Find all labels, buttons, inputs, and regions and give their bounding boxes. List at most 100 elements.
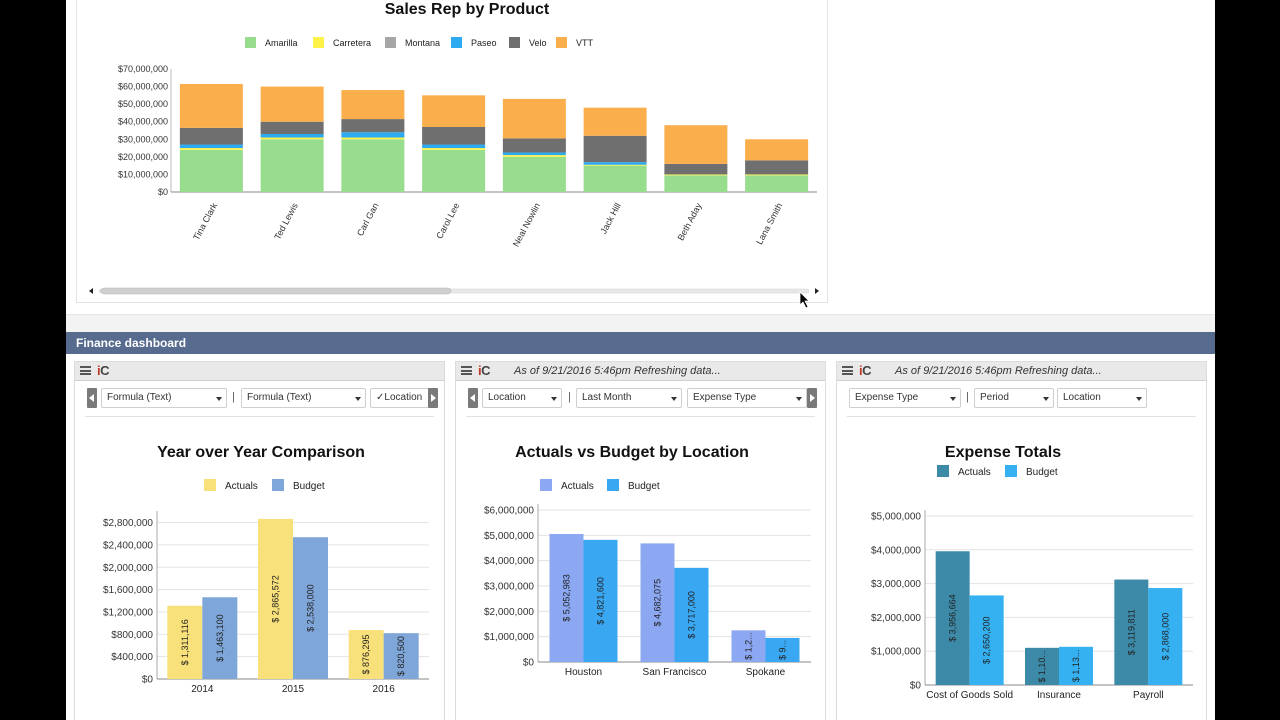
- legend-swatch[interactable]: [607, 479, 619, 491]
- legend-label[interactable]: Actuals: [958, 467, 991, 478]
- bar-segment[interactable]: [422, 126, 486, 145]
- bar-segment[interactable]: [502, 152, 566, 156]
- bar[interactable]: [549, 533, 584, 662]
- legend-swatch[interactable]: [556, 37, 567, 48]
- filter-dropdown[interactable]: Period: [974, 388, 1054, 408]
- bar-segment[interactable]: [664, 125, 728, 164]
- bar[interactable]: [1148, 588, 1183, 685]
- bar-segment[interactable]: [341, 90, 405, 120]
- legend-swatch[interactable]: [313, 37, 324, 48]
- bar[interactable]: [583, 539, 618, 662]
- legend-label[interactable]: Amarilla: [265, 38, 298, 48]
- bar-segment[interactable]: [583, 162, 647, 165]
- bar-segment[interactable]: [502, 156, 566, 192]
- bar[interactable]: [935, 551, 970, 685]
- bar-segment[interactable]: [745, 175, 809, 192]
- legend-swatch[interactable]: [385, 37, 396, 48]
- horizontal-scrollbar[interactable]: [89, 285, 819, 297]
- legend-label[interactable]: Actuals: [561, 481, 594, 492]
- legend-label[interactable]: Budget: [628, 481, 660, 492]
- filter-scroll-left-button[interactable]: [87, 388, 97, 408]
- bar[interactable]: [202, 597, 238, 679]
- legend-label[interactable]: Budget: [1026, 467, 1058, 478]
- bar[interactable]: [969, 595, 1004, 685]
- legend-label[interactable]: Actuals: [225, 481, 258, 492]
- bar-segment[interactable]: [341, 119, 405, 133]
- bar-segment[interactable]: [745, 174, 809, 176]
- bar[interactable]: [348, 630, 384, 679]
- legend-label[interactable]: Montana: [405, 38, 440, 48]
- bar[interactable]: [258, 518, 293, 679]
- legend-swatch[interactable]: [1005, 465, 1017, 477]
- filter-dropdown[interactable]: Last Month: [576, 388, 682, 408]
- bar-segment[interactable]: [502, 155, 566, 157]
- panel-toolbar: iC As of 9/21/2016 5:46pm Refreshing dat…: [456, 362, 825, 381]
- bar-segment[interactable]: [745, 160, 809, 175]
- scroll-thumb[interactable]: [100, 287, 452, 295]
- bar-segment[interactable]: [502, 98, 566, 139]
- filter-dropdown[interactable]: Formula (Text): [101, 388, 227, 408]
- filter-dropdown[interactable]: Location: [482, 388, 562, 408]
- bar-segment[interactable]: [179, 148, 243, 150]
- bar-segment[interactable]: [422, 95, 486, 127]
- hamburger-menu-icon[interactable]: [842, 366, 853, 375]
- scroll-left-arrow-icon[interactable]: [89, 288, 93, 294]
- bar-segment[interactable]: [583, 135, 647, 163]
- bar-segment[interactable]: [664, 174, 728, 176]
- legend-swatch[interactable]: [245, 37, 256, 48]
- bar-segment[interactable]: [179, 127, 243, 145]
- bar[interactable]: [674, 567, 709, 662]
- bar-segment[interactable]: [341, 139, 405, 192]
- bar-segment[interactable]: [260, 137, 324, 140]
- bar-segment[interactable]: [745, 139, 809, 161]
- bar-segment[interactable]: [179, 83, 243, 128]
- legend-swatch[interactable]: [937, 465, 949, 477]
- bar[interactable]: [1059, 646, 1093, 685]
- bar-segment[interactable]: [583, 164, 647, 166]
- bar[interactable]: [383, 633, 419, 679]
- bar[interactable]: [765, 637, 800, 662]
- filter-dropdown[interactable]: Formula (Text): [241, 388, 366, 408]
- legend-swatch[interactable]: [540, 479, 552, 491]
- legend-label[interactable]: Budget: [293, 481, 325, 492]
- bar-segment[interactable]: [422, 144, 486, 149]
- legend-swatch[interactable]: [451, 37, 462, 48]
- hamburger-menu-icon[interactable]: [80, 366, 91, 375]
- filter-scroll-left-button[interactable]: [468, 388, 478, 408]
- legend-swatch[interactable]: [272, 479, 284, 491]
- bar-segment[interactable]: [664, 163, 728, 175]
- bar-segment[interactable]: [260, 134, 324, 138]
- bar-segment[interactable]: [422, 149, 486, 192]
- legend-swatch[interactable]: [509, 37, 520, 48]
- legend-swatch[interactable]: [204, 479, 216, 491]
- bar-segment[interactable]: [583, 107, 647, 136]
- bar-segment[interactable]: [260, 121, 324, 135]
- bar-segment[interactable]: [664, 175, 728, 192]
- bar[interactable]: [167, 605, 203, 679]
- legend-label[interactable]: Paseo: [471, 38, 497, 48]
- legend-label[interactable]: VTT: [576, 38, 594, 48]
- bar-segment[interactable]: [260, 139, 324, 192]
- bar-segment[interactable]: [341, 137, 405, 140]
- bar[interactable]: [293, 537, 328, 679]
- bar-segment[interactable]: [179, 144, 243, 149]
- legend-label[interactable]: Velo: [529, 38, 547, 48]
- bar-segment[interactable]: [341, 132, 405, 138]
- filter-scroll-right-button[interactable]: [807, 388, 817, 408]
- bar-segment[interactable]: [260, 86, 324, 122]
- legend-label[interactable]: Carretera: [333, 38, 371, 48]
- bar-segment[interactable]: [179, 149, 243, 192]
- filter-scroll-right-button[interactable]: [428, 388, 438, 408]
- bar-segment[interactable]: [502, 138, 566, 153]
- hamburger-menu-icon[interactable]: [461, 366, 472, 375]
- bar[interactable]: [1025, 647, 1059, 685]
- bar[interactable]: [640, 543, 675, 662]
- filter-dropdown[interactable]: Expense Type: [687, 388, 807, 408]
- bar-segment[interactable]: [583, 165, 647, 192]
- bar-segment[interactable]: [422, 148, 486, 150]
- bar[interactable]: [1114, 579, 1149, 685]
- scroll-right-arrow-icon[interactable]: [815, 288, 819, 294]
- bar[interactable]: [731, 630, 766, 662]
- filter-dropdown[interactable]: Expense Type: [849, 388, 961, 408]
- filter-dropdown[interactable]: Location: [1057, 388, 1147, 408]
